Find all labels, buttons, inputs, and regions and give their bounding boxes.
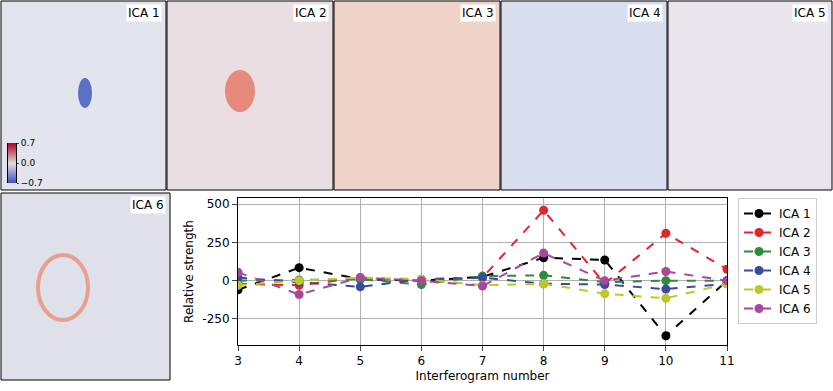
svg-text:5: 5 <box>356 354 364 368</box>
svg-text:ICA 5: ICA 5 <box>779 283 811 297</box>
svg-text:-250: -250 <box>202 312 229 326</box>
svg-text:ICA 1: ICA 1 <box>128 6 160 20</box>
svg-text:7: 7 <box>479 354 487 368</box>
svg-text:ICA 5: ICA 5 <box>794 6 826 20</box>
svg-text:6: 6 <box>418 354 426 368</box>
svg-text:ICA 6: ICA 6 <box>132 198 164 212</box>
svg-text:ICA 2: ICA 2 <box>779 226 811 240</box>
svg-text:ICA 4: ICA 4 <box>629 6 661 20</box>
svg-text:3: 3 <box>234 354 242 368</box>
svg-text:0: 0 <box>222 274 230 288</box>
svg-text:ICA 1: ICA 1 <box>779 207 811 221</box>
svg-text:9: 9 <box>601 354 609 368</box>
svg-text:ICA 6: ICA 6 <box>779 302 811 316</box>
svg-text:Interferogram number: Interferogram number <box>415 369 549 383</box>
svg-text:ICA 2: ICA 2 <box>295 6 327 20</box>
svg-text:250: 250 <box>207 236 230 250</box>
svg-text:ICA 3: ICA 3 <box>462 6 494 20</box>
svg-text:10: 10 <box>658 354 673 368</box>
svg-text:4: 4 <box>295 354 303 368</box>
svg-text:Relative strength: Relative strength <box>182 220 196 323</box>
svg-text:ICA 4: ICA 4 <box>779 264 811 278</box>
svg-text:ICA 3: ICA 3 <box>779 245 811 259</box>
svg-text:500: 500 <box>207 197 230 211</box>
svg-text:0.7: 0.7 <box>21 138 35 148</box>
svg-text:11: 11 <box>719 354 734 368</box>
svg-text:8: 8 <box>540 354 548 368</box>
svg-text:0.0: 0.0 <box>21 158 36 168</box>
svg-text:−0.7: −0.7 <box>21 178 43 188</box>
